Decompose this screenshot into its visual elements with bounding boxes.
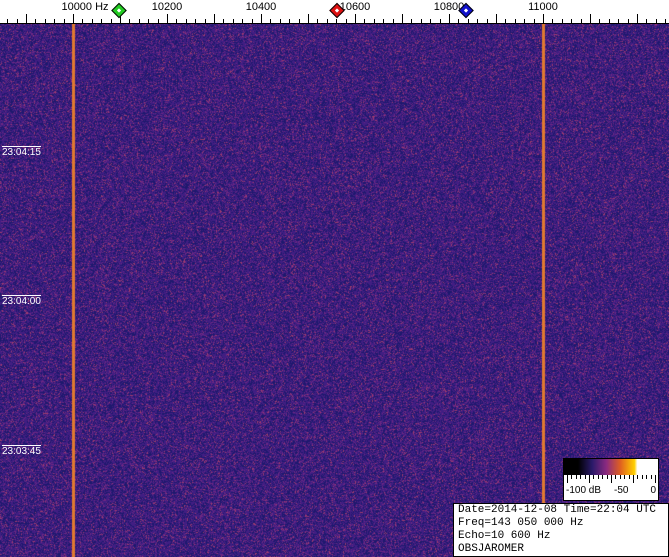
colorbar-tick xyxy=(629,475,630,479)
colorbar-tick xyxy=(585,475,586,479)
colorbar-tick xyxy=(580,475,581,479)
info-date-time: Date=2014-12-08 Time=22:04 UTC xyxy=(458,504,664,517)
colorbar-tick xyxy=(567,475,568,483)
time-label: 23:03:45 xyxy=(2,445,41,457)
info-box: Date=2014-12-08 Time=22:04 UTC Freq=143 … xyxy=(453,503,669,557)
colorbar-tick xyxy=(589,475,590,483)
axis-tick-label: 10600 xyxy=(340,1,371,13)
frequency-axis: 10000 Hz 10200 10400 10600 10800 11000 xyxy=(0,0,669,24)
time-label: 23:04:15 xyxy=(2,146,41,158)
colorbar-tick xyxy=(607,475,608,479)
axis-tick-label: 11000 xyxy=(528,1,558,13)
colorbar-gradient xyxy=(564,459,658,475)
colorbar-tick xyxy=(611,475,612,483)
info-frequency: Freq=143 050 000 Hz xyxy=(458,517,664,530)
colorbar-tick xyxy=(637,475,638,479)
colorbar-tick xyxy=(571,475,572,479)
colorbar-tick xyxy=(642,475,643,479)
colorbar-label-mid: -50 xyxy=(614,485,628,496)
colorbar-label-max: 0 xyxy=(650,485,656,496)
frequency-marker-icon[interactable] xyxy=(111,3,127,19)
colorbar-tick xyxy=(655,475,656,483)
colorbar-tick xyxy=(602,475,603,479)
colorbar-tick xyxy=(593,475,594,479)
colorbar-tick xyxy=(633,475,634,483)
colorbar-tick xyxy=(598,475,599,479)
colorbar-tick xyxy=(576,475,577,479)
colorbar-tick xyxy=(651,475,652,479)
colorbar-ticks xyxy=(564,475,658,485)
colorbar-tick xyxy=(620,475,621,479)
colorbar-tick xyxy=(615,475,616,479)
colorbar: -100 dB -50 0 xyxy=(563,458,659,501)
time-label: 23:04:00 xyxy=(2,295,41,307)
colorbar-tick xyxy=(646,475,647,479)
axis-tick-label: 10200 xyxy=(152,1,183,13)
axis-tick-label: 10400 xyxy=(246,1,277,13)
colorbar-label-min: -100 dB xyxy=(566,485,601,496)
axis-tick-label: 10000 Hz xyxy=(61,1,108,13)
colorbar-tick xyxy=(624,475,625,479)
info-observer: OBSJAROMER xyxy=(458,543,664,556)
info-echo: Echo=10 600 Hz xyxy=(458,530,664,543)
